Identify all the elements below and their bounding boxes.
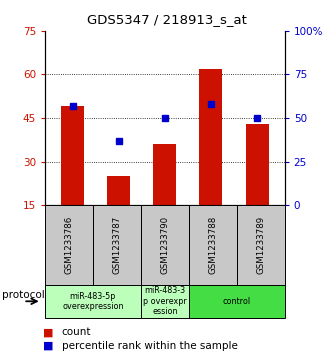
- Text: GSM1233786: GSM1233786: [64, 216, 74, 274]
- Bar: [61, 106, 84, 205]
- Text: miR-483-3
p overexpr
ession: miR-483-3 p overexpr ession: [143, 286, 187, 316]
- Text: count: count: [62, 327, 91, 337]
- Text: GSM1233789: GSM1233789: [256, 216, 265, 274]
- Text: GSM1233790: GSM1233790: [160, 216, 169, 274]
- Bar: [107, 176, 130, 205]
- Bar: [245, 124, 269, 205]
- Text: percentile rank within the sample: percentile rank within the sample: [62, 340, 237, 351]
- Text: protocol: protocol: [2, 290, 44, 300]
- Text: control: control: [223, 297, 251, 306]
- Bar: [153, 144, 176, 205]
- Text: GDS5347 / 218913_s_at: GDS5347 / 218913_s_at: [87, 13, 246, 26]
- Text: ■: ■: [43, 340, 54, 351]
- Text: GSM1233787: GSM1233787: [112, 216, 122, 274]
- Bar: [199, 69, 222, 205]
- Text: GSM1233788: GSM1233788: [208, 216, 217, 274]
- Text: miR-483-5p
overexpression: miR-483-5p overexpression: [62, 291, 124, 311]
- Text: ■: ■: [43, 327, 54, 337]
